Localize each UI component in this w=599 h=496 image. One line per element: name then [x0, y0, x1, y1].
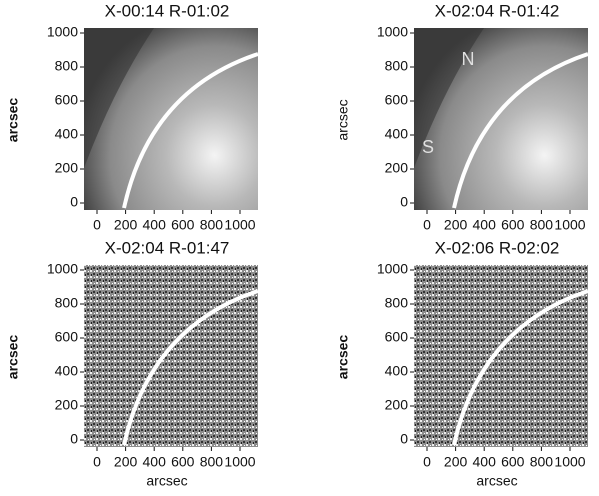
y-axis-label: arcsec: [335, 99, 351, 140]
solar-limb: [452, 52, 589, 209]
y-tick-label: 400: [55, 126, 79, 142]
x-tick-label: 800: [200, 454, 224, 470]
y-tick-label: 200: [55, 397, 79, 413]
dark-corner: [414, 28, 484, 168]
y-tick-label: 600: [55, 92, 79, 108]
x-tick-label: 1000: [224, 217, 255, 233]
y-axis-label: arcsec: [5, 98, 21, 143]
x-tick-label: 400: [473, 454, 497, 470]
panel-title: X-02:06 R-02:02: [435, 238, 560, 257]
x-tick-label: 600: [501, 454, 525, 470]
solar-image: [84, 265, 258, 447]
y-tick-label: 800: [55, 58, 79, 74]
y-axis-label: arcsec: [335, 335, 351, 380]
x-tick-label: 0: [93, 217, 101, 233]
solar-limb: [122, 289, 259, 446]
y-tick-label: 600: [55, 329, 79, 345]
panel-title: X-00:14 R-01:02: [105, 1, 230, 20]
solar-limb: [452, 289, 589, 446]
y-tick-label: 0: [400, 194, 408, 210]
y-tick-label: 1000: [377, 24, 408, 40]
x-tick-label: 0: [93, 454, 101, 470]
solar-limb: [122, 52, 259, 209]
x-tick-label: 1000: [554, 217, 585, 233]
x-tick-label: 600: [171, 217, 195, 233]
x-tick-label: 200: [114, 454, 138, 470]
x-tick-label: 200: [444, 454, 468, 470]
dark-corner: [84, 28, 154, 168]
y-axis-label: arcsec: [5, 335, 21, 380]
y-tick-label: 1000: [47, 261, 78, 277]
y-tick-label: 0: [70, 194, 78, 210]
y-tick-label: 400: [385, 126, 409, 142]
x-tick-label: 600: [171, 454, 195, 470]
y-tick-label: 800: [385, 295, 409, 311]
y-tick-label: 200: [385, 397, 409, 413]
x-tick-label: 800: [530, 454, 554, 470]
x-axis-label: arcsec: [146, 473, 187, 489]
y-tick-label: 200: [55, 160, 79, 176]
x-tick-label: 200: [444, 217, 468, 233]
y-tick-label: 0: [70, 431, 78, 447]
annotation: S: [422, 137, 434, 157]
solar-image: [414, 265, 588, 447]
x-tick-label: 0: [423, 454, 431, 470]
y-tick-label: 1000: [377, 261, 408, 277]
x-tick-label: 400: [473, 217, 497, 233]
y-tick-label: 600: [385, 329, 409, 345]
x-tick-label: 600: [501, 217, 525, 233]
x-tick-label: 800: [200, 217, 224, 233]
y-tick-label: 1000: [47, 24, 78, 40]
panel-title: X-02:04 R-01:42: [435, 1, 560, 20]
panel-title: X-02:04 R-01:47: [105, 238, 230, 257]
y-tick-label: 400: [55, 363, 79, 379]
x-tick-label: 0: [423, 217, 431, 233]
x-tick-label: 400: [143, 217, 167, 233]
x-tick-label: 400: [143, 454, 167, 470]
x-tick-label: 1000: [224, 454, 255, 470]
y-tick-label: 200: [385, 160, 409, 176]
y-tick-label: 0: [400, 431, 408, 447]
y-tick-label: 800: [55, 295, 79, 311]
y-tick-label: 400: [385, 363, 409, 379]
x-axis-label: arcsec: [476, 473, 517, 489]
y-tick-label: 600: [385, 92, 409, 108]
annotation: N: [462, 49, 475, 69]
x-tick-label: 1000: [554, 454, 585, 470]
y-tick-label: 800: [385, 58, 409, 74]
x-tick-label: 800: [530, 217, 554, 233]
x-tick-label: 200: [114, 217, 138, 233]
